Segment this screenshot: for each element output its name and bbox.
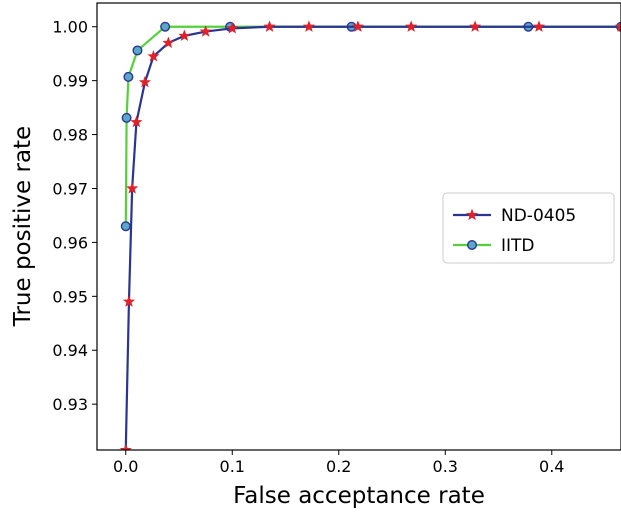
data-point xyxy=(614,20,621,32)
data-point xyxy=(226,22,239,34)
data-point xyxy=(532,20,546,32)
data-point xyxy=(130,115,143,128)
y-tick-label: 0.95 xyxy=(52,287,88,306)
data-point xyxy=(263,20,276,32)
plot-axes: 0.0 0.1 0.2 0.3 0.4 0.93 0.94 0.95 0.96 0.97 0.98 0… xyxy=(52,2,621,476)
data-point xyxy=(160,21,171,32)
y-tick-label: 0.94 xyxy=(52,341,88,360)
data-point xyxy=(132,45,143,56)
data-point xyxy=(119,443,132,450)
legend-item-1: IITD xyxy=(453,236,535,256)
plot-series xyxy=(119,20,621,450)
y-tick-label: 0.96 xyxy=(52,233,88,252)
data-point xyxy=(126,182,139,194)
x-tick-label: 0.1 xyxy=(220,457,245,476)
legend-label: IITD xyxy=(501,236,535,256)
data-point xyxy=(302,20,315,32)
y-tick-label: 1.00 xyxy=(52,18,88,37)
y-tick-label: 0.98 xyxy=(52,126,88,145)
data-point xyxy=(351,20,364,32)
legend-label: ND-0405 xyxy=(501,206,576,226)
y-tick-label: 0.93 xyxy=(52,395,88,414)
legend-item-0: ND-0405 xyxy=(453,206,576,226)
data-point xyxy=(469,20,482,32)
x-tick-label: 0.4 xyxy=(539,457,564,476)
y-axis-label: True positive rate xyxy=(10,126,36,327)
data-point xyxy=(405,20,418,32)
x-tick-label: 0.0 xyxy=(113,457,138,476)
data-point xyxy=(120,221,131,232)
series-0 xyxy=(119,20,621,450)
x-tick-label: 0.3 xyxy=(433,457,458,476)
data-point xyxy=(199,25,212,37)
y-tick-label: 0.97 xyxy=(52,179,88,198)
y-tick-label: 0.99 xyxy=(52,72,88,91)
data-point xyxy=(178,29,191,42)
data-point xyxy=(122,295,135,307)
legend-marker xyxy=(467,239,478,250)
data-point xyxy=(121,112,132,123)
legend: ND-0405 IITD xyxy=(442,192,615,264)
data-point xyxy=(138,75,151,88)
legend-marker xyxy=(465,208,479,221)
x-tick-label: 0.2 xyxy=(326,457,351,476)
plot-frame xyxy=(96,2,621,451)
data-point xyxy=(147,50,160,62)
data-point xyxy=(123,71,134,82)
x-axis-label: False acceptance rate xyxy=(233,483,485,509)
data-point xyxy=(162,36,175,49)
